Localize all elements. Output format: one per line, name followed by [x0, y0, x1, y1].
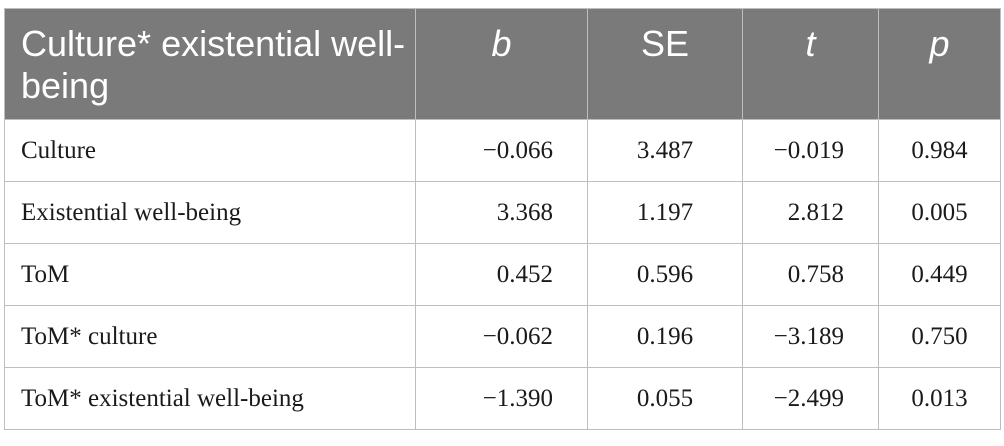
cell-se: 1.197 [587, 181, 743, 244]
row-label: ToM* culture [4, 305, 416, 368]
row-label: Existential well-being [4, 181, 416, 244]
row-label: ToM* existential well-being [4, 367, 416, 430]
header-culture-existential: Culture* existential well-being [4, 8, 416, 120]
table-row: ToM* culture −0.062 0.196 −3.189 0.750 [4, 305, 1001, 368]
cell-t: −3.189 [742, 305, 879, 368]
cell-t: −0.019 [742, 119, 879, 182]
cell-t: 0.758 [742, 243, 879, 306]
header-se: SE [587, 8, 743, 120]
cell-b: −0.062 [415, 305, 588, 368]
cell-b: 0.452 [415, 243, 588, 306]
cell-se: 0.196 [587, 305, 743, 368]
cell-p: 0.984 [878, 119, 1001, 182]
cell-b: −0.066 [415, 119, 588, 182]
cell-b: 3.368 [415, 181, 588, 244]
cell-p: 0.449 [878, 243, 1001, 306]
cell-p: 0.750 [878, 305, 1001, 368]
header-b: b [415, 8, 588, 120]
cell-b: −1.390 [415, 367, 588, 430]
header-row: Culture* existential well-being b SE t p [4, 8, 1001, 120]
header-t: t [742, 8, 879, 120]
table-body: Culture −0.066 3.487 −0.019 0.984 Existe… [4, 119, 1001, 430]
cell-se: 3.487 [587, 119, 743, 182]
cell-se: 0.055 [587, 367, 743, 430]
header-p: p [878, 8, 1001, 120]
table-row: ToM* existential well-being −1.390 0.055… [4, 367, 1001, 430]
row-label: ToM [4, 243, 416, 306]
table-row: ToM 0.452 0.596 0.758 0.449 [4, 243, 1001, 306]
cell-t: −2.499 [742, 367, 879, 430]
cell-p: 0.005 [878, 181, 1001, 244]
row-label: Culture [4, 119, 416, 182]
cell-se: 0.596 [587, 243, 743, 306]
table-row: Culture −0.066 3.487 −0.019 0.984 [4, 119, 1001, 182]
regression-table: Culture* existential well-being b SE t p… [4, 8, 1001, 430]
cell-t: 2.812 [742, 181, 879, 244]
cell-p: 0.013 [878, 367, 1001, 430]
table-row: Existential well-being 3.368 1.197 2.812… [4, 181, 1001, 244]
table-header: Culture* existential well-being b SE t p [4, 8, 1001, 120]
